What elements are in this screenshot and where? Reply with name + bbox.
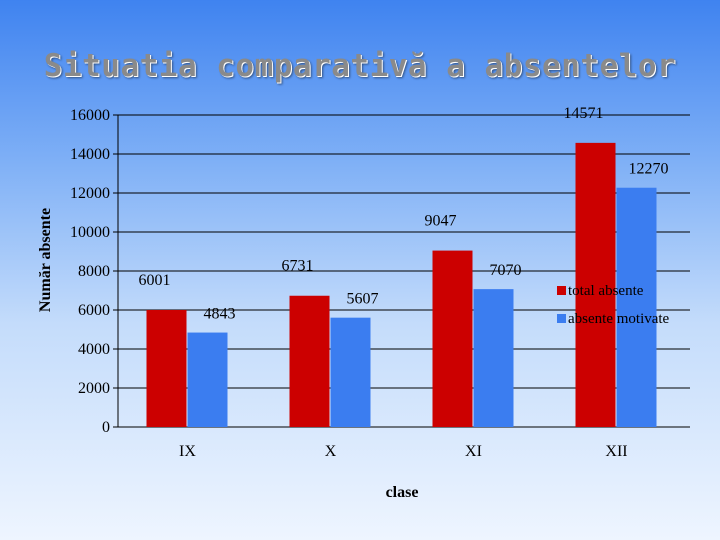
- bars: [146, 142, 657, 428]
- y-tick-label-7: 14000: [70, 146, 110, 163]
- y-tick-label-6: 12000: [70, 185, 110, 202]
- y-tick-label-1: 2000: [78, 380, 110, 397]
- y-tick-label-5: 10000: [70, 224, 110, 241]
- x-tick-label-XII: XII: [605, 443, 627, 460]
- legend: total absente absente motivate: [557, 283, 670, 327]
- y-tick-label-8: 16000: [70, 107, 110, 124]
- legend-swatch-1: [557, 314, 566, 323]
- y-tick-label-3: 6000: [78, 302, 110, 319]
- bar-XII-motivate: [616, 187, 657, 427]
- data-label-X-motivate: 5607: [347, 291, 379, 308]
- data-label-IX-motivate: 4843: [204, 306, 236, 323]
- bar-X-total: [289, 295, 330, 427]
- x-tick-label-X: X: [325, 443, 337, 460]
- slide-title: Situatia comparativă a absentelor: [43, 48, 677, 84]
- legend-swatch-0: [557, 286, 566, 295]
- bar-XI-total: [432, 250, 473, 427]
- bar-XI-motivate: [473, 289, 514, 427]
- data-labels: 6001 4843 6731 5607 9047 7070 14571 12270: [139, 105, 669, 323]
- legend-label-1: absente motivate: [568, 311, 670, 327]
- data-label-XII-motivate: 12270: [629, 161, 669, 178]
- x-tick-label-XI: XI: [465, 443, 482, 460]
- x-tick-label-IX: IX: [179, 443, 196, 460]
- bar-X-motivate: [330, 317, 371, 427]
- bar-IX-motivate: [187, 332, 228, 427]
- x-axis-ticks: IX X XI XII: [179, 443, 628, 460]
- bar-IX-total: [146, 309, 187, 427]
- data-label-IX-total: 6001: [139, 272, 171, 289]
- data-label-XI-motivate: 7070: [490, 262, 522, 279]
- data-label-XII-total: 14571: [564, 105, 604, 122]
- legend-label-0: total absente: [568, 283, 644, 299]
- y-axis-ticks: 0 2000 4000 6000 8000 10000 12000 14000 16000: [70, 107, 118, 436]
- bar-XII-total: [575, 142, 616, 428]
- y-axis-title: Număr absente: [37, 208, 54, 312]
- y-tick-label-2: 4000: [78, 341, 110, 358]
- y-tick-label-0: 0: [102, 419, 110, 436]
- y-tick-label-4: 8000: [78, 263, 110, 280]
- x-axis-title: clase: [386, 484, 419, 501]
- data-label-XI-total: 9047: [425, 213, 457, 230]
- data-label-X-total: 6731: [282, 258, 314, 275]
